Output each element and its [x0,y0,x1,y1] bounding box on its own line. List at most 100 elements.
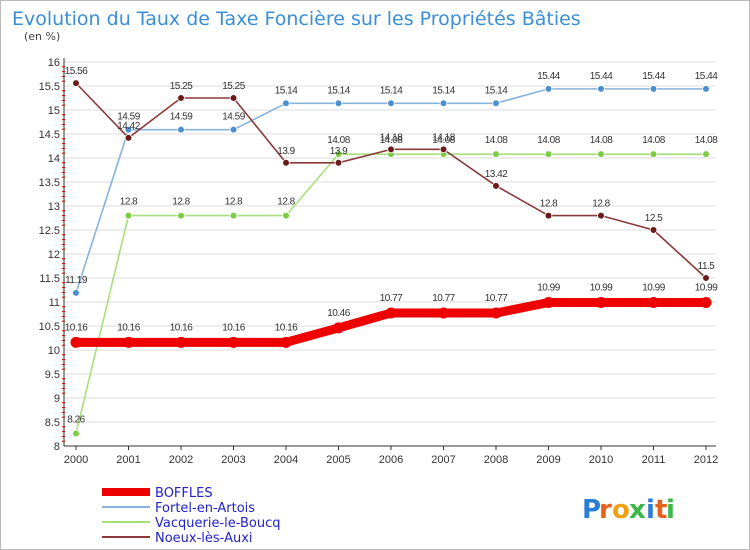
data-point [70,336,82,348]
x-tick-label: 2010 [589,454,613,466]
logo-letter: r [599,495,612,525]
logo-letter: P [582,495,601,525]
legend-item: BOFFLES [102,486,213,501]
y-tick-label: 9 [54,393,60,405]
data-label: 10.16 [117,322,140,333]
logo-letter: t [655,495,667,525]
data-label: 14.59 [222,112,245,123]
data-point [387,145,395,154]
data-label: 15.25 [170,81,193,92]
logo-letter: i [646,495,655,525]
data-labels: 8.26 12.8 12.8 12.8 12.8 14.08 14.08 14.08 14.08… [65,66,719,426]
legend: BOFFLESFortel-en-ArtoisVacquerie-le-Bouc… [102,486,280,546]
logo-letter: x [629,495,646,525]
data-label: 12.5 [645,213,663,224]
legend-label: BOFFLES [155,486,213,501]
data-label: 15.44 [642,71,665,82]
y-tick-label: 16 [48,57,60,69]
x-tick-label: 2008 [484,454,508,466]
data-point [177,125,185,134]
data-label: 10.99 [695,282,718,293]
data-point [649,150,658,158]
data-label: 10.46 [327,308,350,319]
data-label: 12.8 [172,197,190,208]
legend-item: Noeux-lès-Auxi [102,531,253,546]
data-point [333,322,344,334]
y-tick-label: 13 [48,201,60,213]
series-group [70,79,712,438]
data-label: 11.5 [698,261,716,272]
data-point [282,99,290,108]
data-point [439,145,448,154]
data-point [492,182,500,190]
axes [63,58,716,447]
legend-label: Vacquerie-le-Boucq [155,516,280,531]
x-tick-label: 2000 [64,454,88,466]
data-point [597,150,605,158]
series-2 [72,150,710,438]
data-label: 10.77 [485,293,508,304]
chart-title: Evolution du Taux de Taxe Foncière sur l… [12,8,581,30]
data-point [648,296,659,308]
data-label: 8.26 [67,415,85,426]
x-tick-label: 2001 [116,454,140,466]
data-label: 15.14 [432,85,455,96]
data-point [229,125,238,134]
data-label: 13.9 [330,146,348,157]
data-point [177,94,185,102]
data-label: 15.14 [485,85,508,96]
data-point [124,134,133,142]
y-tick-label: 9.5 [45,369,60,381]
logo-letter: i [666,495,675,525]
y-tick-label: 12.5 [39,225,60,237]
data-label: 15.44 [590,71,613,82]
data-point [544,150,553,158]
data-label: 14.08 [642,135,665,146]
data-point [175,336,187,348]
data-point [702,85,710,93]
data-point [439,99,448,108]
data-point [543,296,554,308]
x-tick-label: 2006 [379,454,403,466]
legend-item: Vacquerie-le-Boucq [102,516,280,531]
data-label: 10.77 [380,293,403,304]
x-axis-ticks: 2000 2001 2002 2003 2004 2005 2006 2007 2008 2009… [64,446,718,466]
data-label: 14.08 [432,135,455,146]
data-point [492,150,500,158]
data-point [124,125,133,134]
data-label: 14.08 [485,135,508,146]
data-point [123,336,134,348]
series-0 [70,296,712,348]
data-label: 15.14 [275,85,298,96]
data-point [597,211,605,220]
y-tick-label: 11 [49,297,60,309]
data-point [597,85,605,93]
chart-subtitle: (en %) [24,30,60,43]
legend-label: Fortel-en-Artois [155,501,255,516]
data-point [280,336,292,348]
legend-label: Noeux-lès-Auxi [155,531,253,546]
y-tick-label: 14 [48,153,60,165]
y-tick-label: 13.5 [39,177,60,189]
data-point [387,99,395,108]
y-tick-label: 15.5 [39,81,60,93]
x-tick-label: 2002 [169,454,193,466]
y-tick-label: 10 [48,345,60,357]
data-label: 14.59 [170,112,193,123]
y-tick-label: 14.5 [39,129,60,141]
x-tick-label: 2009 [536,454,560,466]
y-tick-label: 12 [48,249,60,261]
data-point [385,307,397,319]
data-label: 12.8 [120,197,138,208]
data-point [72,79,80,87]
data-point [702,150,710,158]
data-label: 14.08 [327,135,350,146]
x-tick-label: 2004 [274,454,298,466]
data-label: 14.08 [590,135,613,146]
data-point [228,336,239,348]
data-label: 14.08 [537,135,560,146]
data-point [649,226,658,234]
data-point [438,307,449,319]
data-label: 15.14 [327,85,350,96]
data-label: 14.59 [117,112,140,123]
